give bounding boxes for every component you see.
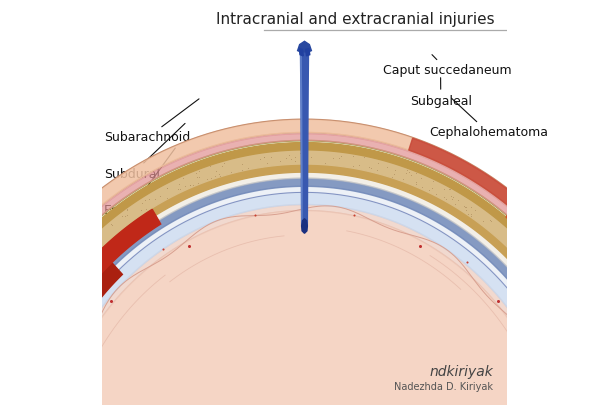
Polygon shape — [0, 143, 609, 405]
Polygon shape — [24, 263, 122, 405]
Text: Epidural: Epidural — [104, 148, 175, 217]
Text: Subgaleal: Subgaleal — [410, 78, 472, 108]
Polygon shape — [45, 205, 564, 405]
Polygon shape — [298, 41, 311, 52]
Polygon shape — [51, 211, 558, 405]
Polygon shape — [5, 164, 604, 405]
Text: Intracranial and extracranial injuries: Intracranial and extracranial injuries — [216, 12, 495, 27]
Text: Caput succedaneum: Caput succedaneum — [384, 55, 512, 77]
Polygon shape — [13, 209, 161, 403]
Polygon shape — [301, 49, 302, 227]
Text: Subarachnoid: Subarachnoid — [104, 99, 199, 144]
Polygon shape — [33, 192, 576, 405]
Text: ndkiriyak: ndkiriyak — [429, 364, 493, 379]
Polygon shape — [0, 134, 609, 405]
Polygon shape — [306, 49, 310, 56]
Polygon shape — [13, 172, 596, 405]
Polygon shape — [0, 119, 609, 405]
Text: Nadezhda D. Kiriyak: Nadezhda D. Kiriyak — [394, 382, 493, 392]
Text: Subdural: Subdural — [104, 124, 185, 181]
Polygon shape — [299, 49, 303, 56]
Text: Cephalohematoma: Cephalohematoma — [429, 98, 548, 139]
Polygon shape — [19, 178, 590, 405]
Polygon shape — [27, 186, 582, 405]
Polygon shape — [0, 150, 609, 405]
Polygon shape — [301, 219, 308, 233]
Polygon shape — [300, 49, 309, 227]
Polygon shape — [506, 210, 609, 362]
Polygon shape — [409, 138, 608, 313]
